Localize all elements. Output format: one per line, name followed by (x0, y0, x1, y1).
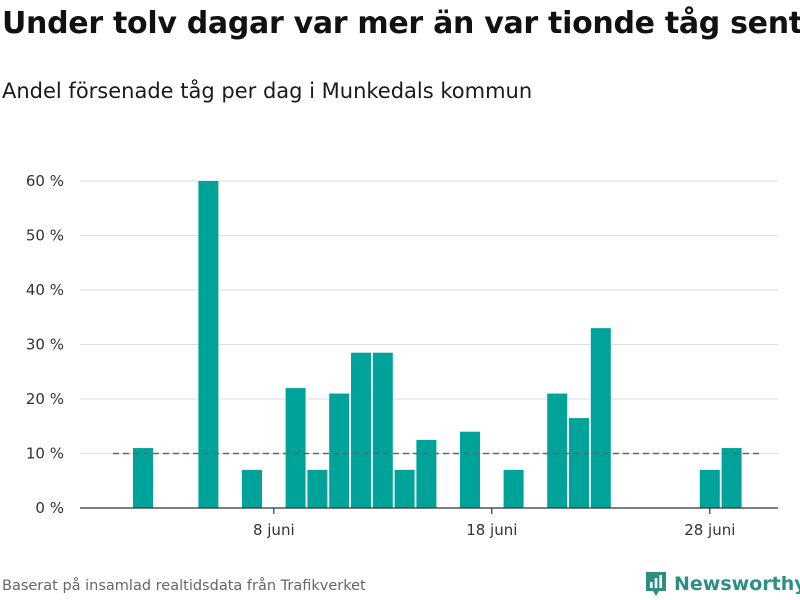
bar (590, 328, 611, 508)
bar (372, 352, 393, 508)
chart-title: Under tolv dagar var mer än var tionde t… (2, 6, 800, 41)
bar (699, 469, 720, 508)
y-tick-label: 10 % (26, 445, 64, 463)
y-tick-label: 50 % (26, 227, 64, 245)
bar (329, 393, 350, 508)
bar (503, 469, 524, 508)
x-tick-label: 28 juni (684, 521, 735, 539)
brand-name: Newsworthy (674, 573, 800, 595)
bar (416, 439, 437, 508)
bar (307, 469, 328, 508)
x-tick-label: 18 juni (466, 521, 517, 539)
source-note: Baserat på insamlad realtidsdata från Tr… (2, 578, 366, 594)
y-tick-label: 40 % (26, 281, 64, 299)
chart-subtitle: Andel försenade tåg per dag i Munkedals … (2, 79, 533, 103)
bar (460, 431, 480, 508)
y-tick-label: 20 % (26, 390, 64, 408)
bar (394, 469, 415, 508)
brand-logo: Newsworthy (644, 570, 800, 598)
x-tick-label: 8 juni (253, 521, 295, 539)
bar (133, 448, 153, 508)
bar (351, 352, 371, 508)
bar (242, 469, 262, 508)
bar (198, 181, 219, 508)
bar (547, 393, 568, 508)
bar (721, 448, 742, 508)
y-tick-label: 0 % (35, 499, 64, 517)
y-tick-label: 60 % (26, 172, 64, 190)
bar (285, 388, 306, 508)
bar-chart: 0 % 10 % 20 % 30 % 40 % 50 % 60 % 8 juni 18 juni… (26, 172, 778, 539)
y-tick-label: 30 % (26, 336, 64, 354)
bar (569, 418, 589, 508)
newsworthy-logo-icon (646, 572, 666, 596)
